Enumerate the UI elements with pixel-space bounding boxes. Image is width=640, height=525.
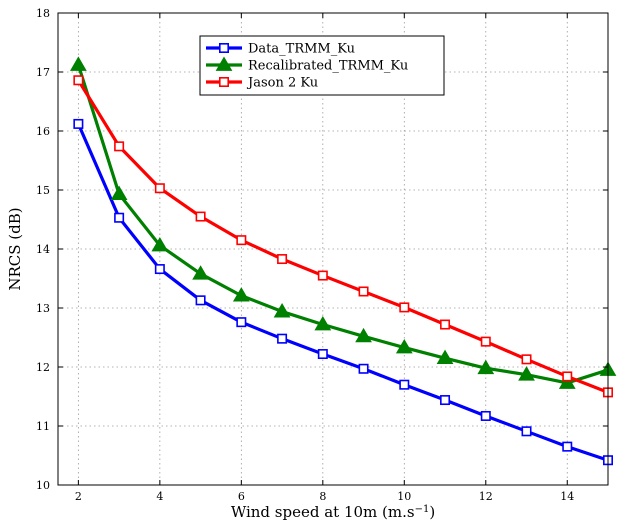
x-axis-title-exponent: −1 (415, 504, 430, 515)
data-point (273, 303, 291, 318)
x-axis-title-text: Wind speed at 10m (m.s (231, 503, 415, 521)
data-point (192, 265, 209, 280)
data-point (477, 359, 495, 375)
legend: Data_TRMM_Ku Recalibrated_TRMM_Ku Jason 2 … (199, 35, 445, 96)
data-point (480, 410, 491, 421)
data-point (314, 316, 332, 331)
legend-entry: Recalibrated_TRMM_Ku (206, 56, 408, 74)
data-point (518, 366, 535, 381)
y-tick-label: 16 (36, 125, 50, 138)
x-axis-title-close: ) (429, 503, 435, 521)
legend-entry: Data_TRMM_Ku (206, 42, 355, 57)
x-tick-label: 14 (560, 490, 574, 503)
series-1 (73, 118, 613, 466)
data-point (114, 141, 125, 152)
data-point (154, 264, 165, 275)
data-point (70, 56, 87, 71)
legend-marker (219, 42, 230, 53)
series-3 (73, 75, 613, 398)
data-point (562, 371, 573, 382)
y-tick-label: 11 (36, 420, 50, 433)
x-tick-label: 2 (75, 490, 82, 503)
data-point (562, 441, 573, 452)
data-point (440, 395, 451, 406)
series-line (77, 79, 609, 394)
y-tick-label: 12 (36, 361, 50, 374)
x-tick-label: 6 (238, 490, 245, 503)
series-layer (70, 56, 617, 466)
data-point (195, 295, 206, 306)
data-point (436, 349, 454, 365)
data-point (399, 302, 410, 313)
x-tick-label: 4 (156, 490, 163, 503)
x-tick-label: 12 (479, 490, 493, 503)
y-axis-title: NRCS (dB) (6, 207, 24, 290)
data-point (317, 270, 328, 281)
series-line (76, 64, 609, 385)
data-point (73, 75, 84, 86)
legend-marker (219, 77, 230, 88)
data-point (110, 185, 128, 201)
data-point (395, 339, 413, 354)
y-tick-label: 10 (36, 479, 50, 492)
data-point (480, 336, 491, 347)
y-tick-label: 15 (36, 184, 50, 197)
data-point (73, 118, 84, 129)
data-point (399, 379, 410, 390)
data-point (236, 235, 247, 246)
y-tick-label: 17 (36, 66, 50, 79)
series-2 (70, 56, 617, 389)
data-point (317, 349, 328, 360)
legend-label: Jason 2 Ku (246, 76, 318, 91)
y-tick-label: 18 (36, 7, 50, 20)
legend-marker (215, 56, 233, 71)
data-point (232, 287, 250, 302)
data-point (358, 286, 369, 297)
data-point (277, 333, 288, 344)
data-point (114, 212, 125, 223)
legend-label: Data_TRMM_Ku (248, 42, 355, 57)
data-point (358, 363, 369, 374)
x-axis-title: Wind speed at 10m (m.s−1) (231, 503, 435, 521)
data-point (558, 374, 576, 389)
data-point (521, 426, 532, 437)
ticks: 2 4 6 8 10 12 14 10 11 12 13 14 15 16 17 18 (36, 7, 608, 503)
data-point (151, 236, 169, 252)
series-line (76, 123, 609, 462)
data-point (277, 254, 288, 265)
y-tick-label: 14 (36, 243, 50, 256)
legend-entry: Jason 2 Ku (206, 76, 318, 91)
data-point (154, 183, 165, 194)
data-point (195, 211, 206, 222)
y-tick-label: 13 (36, 302, 50, 315)
data-point (236, 317, 247, 328)
x-tick-label: 8 (319, 490, 326, 503)
legend-label: Recalibrated_TRMM_Ku (248, 59, 408, 74)
data-point (521, 354, 532, 365)
x-tick-label: 10 (397, 490, 411, 503)
data-point (355, 327, 372, 343)
data-point (440, 319, 451, 330)
